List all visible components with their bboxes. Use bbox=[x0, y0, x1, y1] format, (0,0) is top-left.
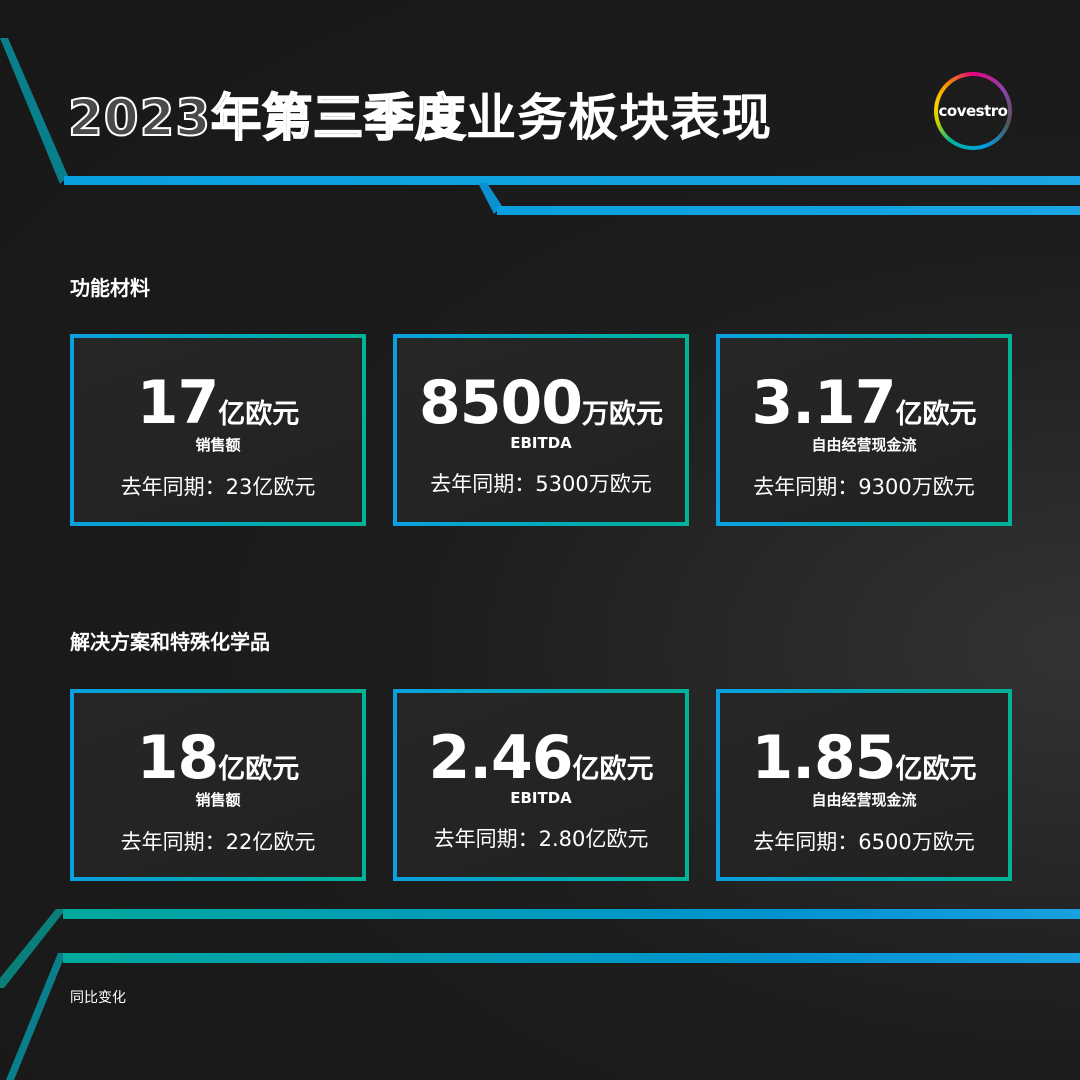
metric-number: 17 bbox=[136, 368, 219, 438]
metric-card-body: 18亿欧元 销售额 去年同期：22亿欧元 bbox=[74, 693, 362, 877]
covestro-logo: covestro bbox=[934, 72, 1012, 150]
metric-unit: 亿欧元 bbox=[218, 754, 300, 785]
section-title: 功能材料 bbox=[70, 276, 150, 300]
metric-number: 8500 bbox=[419, 368, 583, 438]
metric-card: 8500万欧元 EBITDA 去年同期：5300万欧元 bbox=[393, 334, 689, 526]
metric-previous-year: 去年同期：2.80亿欧元 bbox=[433, 827, 649, 851]
metric-number: 1.85 bbox=[751, 723, 896, 793]
metric-previous-year: 去年同期：23亿欧元 bbox=[120, 475, 316, 499]
metric-value: 18亿欧元 bbox=[74, 693, 362, 793]
metric-unit: 万欧元 bbox=[582, 399, 663, 430]
metric-previous-year: 去年同期：9300万欧元 bbox=[753, 475, 975, 499]
metric-card: 1.85亿欧元 自由经营现金流 去年同期：6500万欧元 bbox=[716, 689, 1012, 881]
title-outline-text: 2023年第三季度 bbox=[67, 88, 467, 148]
metric-card: 2.46亿欧元 EBITDA 去年同期：2.80亿欧元 bbox=[393, 689, 689, 881]
metric-value: 3.17亿欧元 bbox=[720, 338, 1008, 438]
metric-card: 3.17亿欧元 自由经营现金流 去年同期：9300万欧元 bbox=[716, 334, 1012, 526]
metric-label: 销售额 bbox=[195, 791, 241, 809]
metric-card-body: 17亿欧元 销售额 去年同期：23亿欧元 bbox=[74, 338, 362, 522]
metric-value: 17亿欧元 bbox=[74, 338, 362, 438]
metric-card-body: 8500万欧元 EBITDA 去年同期：5300万欧元 bbox=[397, 338, 685, 522]
footnote: 同比变化 bbox=[70, 990, 126, 1006]
metric-number: 18 bbox=[136, 723, 219, 793]
title-solid-text: 业务板块表现 bbox=[466, 89, 773, 147]
metric-number: 3.17 bbox=[751, 368, 896, 438]
metric-value: 1.85亿欧元 bbox=[720, 693, 1008, 793]
metric-label: EBITDA bbox=[510, 789, 572, 807]
metric-label: 销售额 bbox=[195, 436, 241, 454]
section-title: 解决方案和特殊化学品 bbox=[70, 630, 270, 654]
metric-unit: 亿欧元 bbox=[572, 754, 654, 785]
metric-value: 8500万欧元 bbox=[397, 338, 685, 438]
metric-previous-year: 去年同期：5300万欧元 bbox=[430, 472, 652, 496]
metric-label: 自由经营现金流 bbox=[811, 791, 917, 809]
metric-unit: 亿欧元 bbox=[218, 399, 300, 430]
metric-card-body: 1.85亿欧元 自由经营现金流 去年同期：6500万欧元 bbox=[720, 693, 1008, 877]
metric-card-body: 2.46亿欧元 EBITDA 去年同期：2.80亿欧元 bbox=[397, 693, 685, 877]
metric-unit: 亿欧元 bbox=[895, 754, 977, 785]
metric-value: 2.46亿欧元 bbox=[397, 693, 685, 793]
metric-number: 2.46 bbox=[428, 723, 573, 793]
metric-previous-year: 去年同期：22亿欧元 bbox=[120, 830, 316, 854]
metric-card: 17亿欧元 销售额 去年同期：23亿欧元 bbox=[70, 334, 366, 526]
metric-label: 自由经营现金流 bbox=[811, 436, 917, 454]
metric-previous-year: 去年同期：6500万欧元 bbox=[753, 830, 975, 854]
metric-unit: 亿欧元 bbox=[895, 399, 977, 430]
metric-label: EBITDA bbox=[510, 434, 572, 452]
metric-card-body: 3.17亿欧元 自由经营现金流 去年同期：9300万欧元 bbox=[720, 338, 1008, 522]
page-title: 2023年第三季度业务板块表现 bbox=[67, 78, 773, 150]
metric-card: 18亿欧元 销售额 去年同期：22亿欧元 bbox=[70, 689, 366, 881]
